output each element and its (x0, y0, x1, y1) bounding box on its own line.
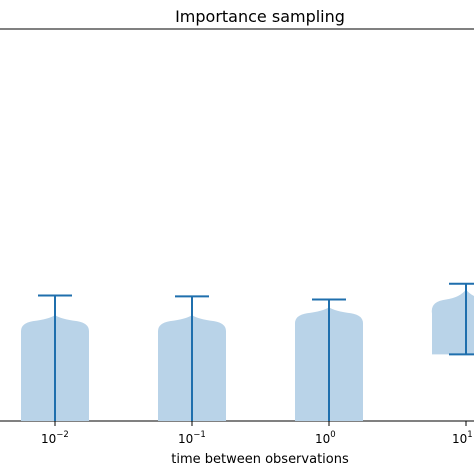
x-tick-label-exponent: −1 (193, 430, 206, 440)
x-tick-label-base: 10 (41, 432, 56, 446)
x-tick-label: 100 (315, 430, 336, 446)
x-tick-label: 10−1 (178, 430, 206, 446)
violin-group (21, 282, 474, 421)
x-tick-label-base: 10 (178, 432, 193, 446)
x-tick-label: 10−2 (41, 430, 69, 446)
violin-body (431, 289, 474, 355)
x-tick-label-exponent: 1 (467, 430, 472, 440)
x-tick-group: 10−2 10−1 100 101 (41, 421, 473, 446)
x-tick-label: 101 (452, 430, 473, 446)
x-tick-label-exponent: −2 (56, 430, 69, 440)
x-tick-label-base: 10 (315, 432, 330, 446)
x-axis-label: time between observations (171, 452, 349, 467)
x-tick-label-base: 10 (452, 432, 467, 446)
x-tick-label-exponent: 0 (330, 430, 335, 440)
chart-title: Importance sampling (175, 7, 345, 26)
